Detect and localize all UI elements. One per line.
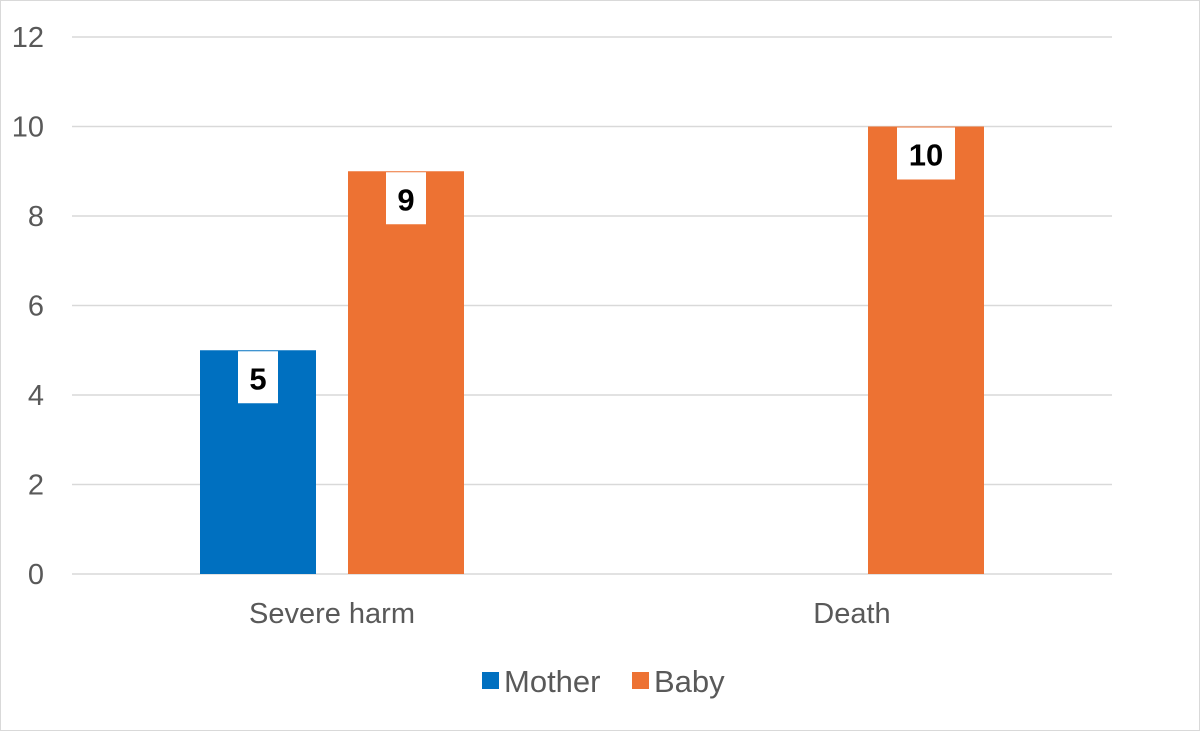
y-tick-label: 8 <box>28 201 44 233</box>
bars <box>200 126 984 574</box>
data-label: 5 <box>249 361 266 396</box>
x-axis-categories: Severe harm Death <box>249 598 891 630</box>
y-tick-label: 2 <box>28 470 44 502</box>
legend-label-baby: Baby <box>654 664 725 699</box>
data-label-box <box>238 351 278 404</box>
data-label-box <box>386 172 426 225</box>
y-tick-label: 0 <box>28 559 44 591</box>
y-tick-label: 10 <box>12 112 44 144</box>
legend-swatch-baby <box>632 672 649 689</box>
y-tick-label: 12 <box>12 22 44 54</box>
data-label-box <box>897 127 955 180</box>
data-labels: 5 9 10 <box>238 127 955 404</box>
y-axis-ticks: 0 2 4 6 8 10 12 <box>12 22 44 591</box>
bar-baby-0 <box>348 171 464 574</box>
data-label: 10 <box>909 138 943 173</box>
data-label: 9 <box>397 182 414 217</box>
legend-label-mother: Mother <box>504 664 600 699</box>
x-category-label: Death <box>813 598 890 630</box>
y-tick-label: 4 <box>28 380 44 412</box>
bar-baby-1 <box>868 126 984 574</box>
x-category-label: Severe harm <box>249 598 415 630</box>
legend-swatch-mother <box>482 672 499 689</box>
legend: Mother Baby <box>482 664 725 699</box>
y-tick-label: 6 <box>28 291 44 323</box>
